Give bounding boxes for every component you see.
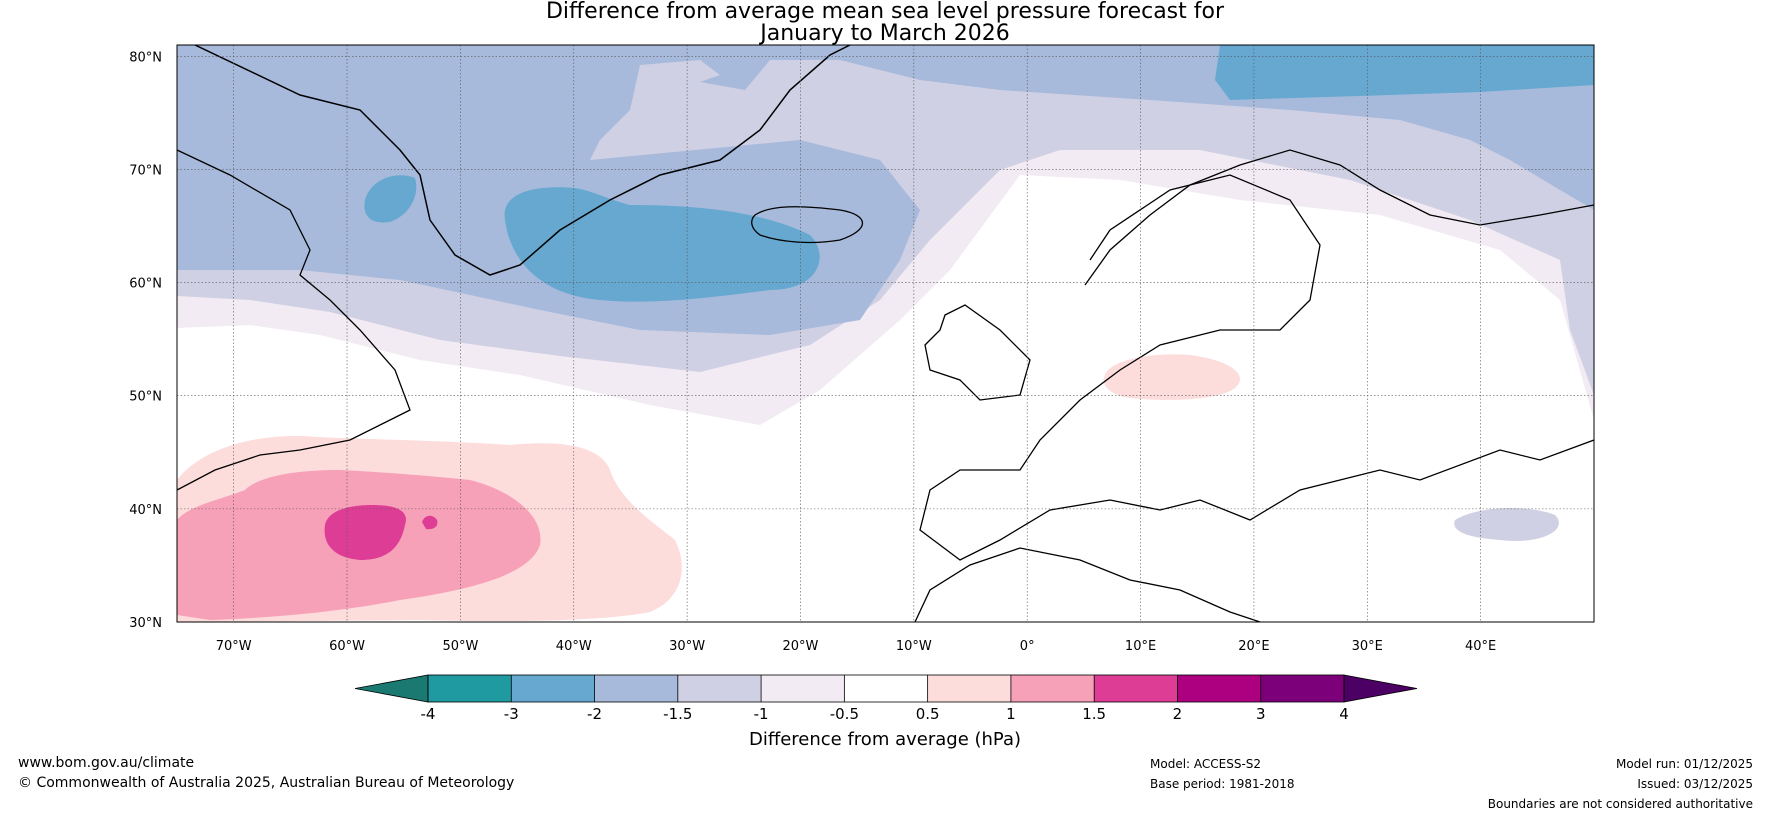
lon-tick-label: 40°E xyxy=(1465,639,1496,654)
colorbar-segment xyxy=(511,675,595,702)
colorbar-segment xyxy=(1010,675,1095,702)
colorbar-tick-label: -1.5 xyxy=(663,705,692,723)
lat-tick-label: 70°N xyxy=(129,163,162,178)
field-plus-1-5-small xyxy=(422,515,438,530)
colorbar-tick-label: -0.5 xyxy=(830,705,859,723)
lat-tick-label: 30°N xyxy=(129,616,162,631)
colorbar-tick-label: 2 xyxy=(1173,705,1183,723)
colorbar-tick-label: 4 xyxy=(1339,705,1349,723)
colorbar-tick-label: 1 xyxy=(1006,705,1016,723)
colorbar-tick-label: -2 xyxy=(587,705,602,723)
colorbar-segment xyxy=(677,675,762,702)
anomaly-fields xyxy=(177,45,1594,622)
lon-tick-label: 30°E xyxy=(1352,639,1383,654)
title-line-1: Difference from average mean sea level p… xyxy=(545,0,1225,24)
lon-tick-label: 20°E xyxy=(1238,639,1269,654)
colorbar-extend-high xyxy=(1343,674,1418,703)
lon-tick-label: 50°W xyxy=(442,639,478,654)
lon-tick-label: 60°W xyxy=(329,639,365,654)
coastline-canada xyxy=(177,149,411,491)
copyright-text: © Commonwealth of Australia 2025, Austra… xyxy=(18,775,515,791)
lon-tick-label: 40°W xyxy=(556,639,592,654)
colorbar-segment xyxy=(1094,675,1178,702)
issued-text: Issued: 03/12/2025 xyxy=(1637,777,1753,791)
colorbar-segment xyxy=(1260,675,1344,702)
colorbar-label: Difference from average (hPa) xyxy=(749,729,1021,750)
lat-tick-label: 40°N xyxy=(129,503,162,518)
coastline-north-africa xyxy=(914,547,1261,622)
coastline-europe xyxy=(919,174,1594,561)
colorbar-segment xyxy=(1177,675,1261,702)
colorbar-tick-label: -1 xyxy=(754,705,769,723)
model-text: Model: ACCESS-S2 xyxy=(1150,757,1262,771)
lat-tick-label: 50°N xyxy=(129,390,162,405)
lon-tick-label: 30°W xyxy=(669,639,705,654)
colorbar-segment xyxy=(428,675,512,702)
colorbar-segment xyxy=(761,675,845,702)
field-minus-2-barents xyxy=(1215,45,1594,100)
colorbar-tick-label: 0.5 xyxy=(916,705,940,723)
title-line-2: January to March 2026 xyxy=(760,21,1010,46)
colorbar: -4 -3 -2 -1.5 -1 -0.5 0.5 1 1.5 2 3 4 xyxy=(354,674,1418,723)
coastline-iceland xyxy=(751,206,863,244)
lat-tick-label: 80°N xyxy=(129,50,162,65)
lat-tick-label: 60°N xyxy=(129,277,162,292)
field-plus-1-5 xyxy=(324,505,406,560)
colorbar-tick-label: -4 xyxy=(421,705,436,723)
field-minus-2-baffin xyxy=(364,175,417,223)
coastline-greenland xyxy=(194,45,851,276)
latitude-axis: 80°N 70°N 60°N 50°N 40°N 30°N xyxy=(129,50,162,631)
lon-tick-label: 10°W xyxy=(896,639,932,654)
map-frame xyxy=(176,44,1595,623)
colorbar-tick-label: 1.5 xyxy=(1082,705,1106,723)
colorbar-tick-label: -3 xyxy=(504,705,519,723)
field-plus-0-5-europe xyxy=(1103,354,1240,400)
longitude-axis: 70°W 60°W 50°W 40°W 30°W 20°W 10°W 0° 10°E 20°E 30… xyxy=(216,639,1497,654)
lon-tick-label: 70°W xyxy=(216,639,252,654)
model-run-text: Model run: 01/12/2025 xyxy=(1615,757,1753,771)
base-period-text: Base period: 1981-2018 xyxy=(1150,777,1295,791)
lon-tick-label: 20°W xyxy=(783,639,819,654)
colorbar-segment xyxy=(927,675,1011,702)
lon-tick-label: 0° xyxy=(1020,639,1035,654)
colorbar-tick-label: 3 xyxy=(1256,705,1266,723)
coastline-britain xyxy=(924,304,1031,401)
coastline-scandinavia xyxy=(1084,149,1594,286)
website-link[interactable]: www.bom.gov.au/climate xyxy=(18,755,195,771)
colorbar-extend-low xyxy=(354,674,429,703)
lon-tick-label: 10°E xyxy=(1125,639,1156,654)
colorbar-segment xyxy=(594,675,678,702)
disclaimer-text: Boundaries are not considered authoritat… xyxy=(1487,797,1753,811)
colorbar-segment xyxy=(844,675,928,702)
